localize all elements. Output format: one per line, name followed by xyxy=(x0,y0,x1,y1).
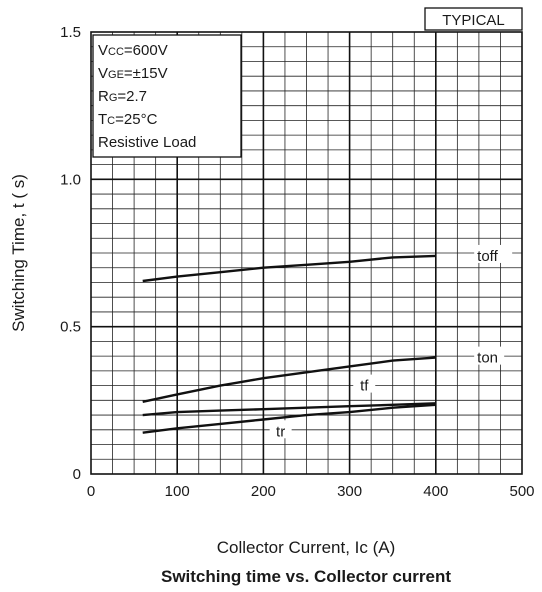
conditions-box xyxy=(92,34,242,158)
typical-badge: TYPICAL xyxy=(442,12,505,29)
series-label-tr: tr xyxy=(276,423,285,440)
condition-text: Resistive Load xyxy=(98,134,196,151)
x-tick-label: 300 xyxy=(337,483,362,500)
series-label-bg xyxy=(474,346,505,365)
series-label-bg xyxy=(474,244,513,263)
series-line-ton xyxy=(142,356,436,403)
x-tick-label: 100 xyxy=(165,483,190,500)
series-label-tf: tf xyxy=(360,378,369,395)
x-tick-label: 200 xyxy=(251,483,276,500)
condition-text: VGE=±15V xyxy=(98,65,168,82)
y-tick-label: 1.5 xyxy=(60,24,81,41)
x-tick-label: 0 xyxy=(87,483,95,500)
series-label-bg xyxy=(353,374,376,393)
y-tick-label: 0 xyxy=(73,466,81,483)
plot-frame xyxy=(90,31,523,475)
series-line-toff xyxy=(142,254,436,283)
series-line-tr xyxy=(142,403,436,434)
chart-title: Switching time vs. Collector current xyxy=(160,567,451,586)
y-tick-label: 0.5 xyxy=(60,319,81,336)
x-tick-label: 400 xyxy=(423,483,448,500)
typical-badge-box xyxy=(424,7,523,31)
y-axis-label: Switching Time, t ( s) xyxy=(9,174,28,332)
x-tick-label: 500 xyxy=(509,483,534,500)
series-line-tf xyxy=(142,402,436,417)
series-label-toff: toff xyxy=(477,248,498,265)
condition-text: TC=25°C xyxy=(98,111,158,128)
condition-text: VCC=600V xyxy=(98,42,168,59)
series-label-bg xyxy=(269,420,292,439)
x-axis-label-text: Collector Current, Ic (A) xyxy=(216,538,396,557)
y-tick-label: 1.0 xyxy=(60,171,81,188)
series-label-ton: ton xyxy=(477,350,498,367)
condition-text: RG=2.7 xyxy=(98,88,147,105)
x-axis-label: Collector Current, Ic (A) xyxy=(90,538,522,558)
